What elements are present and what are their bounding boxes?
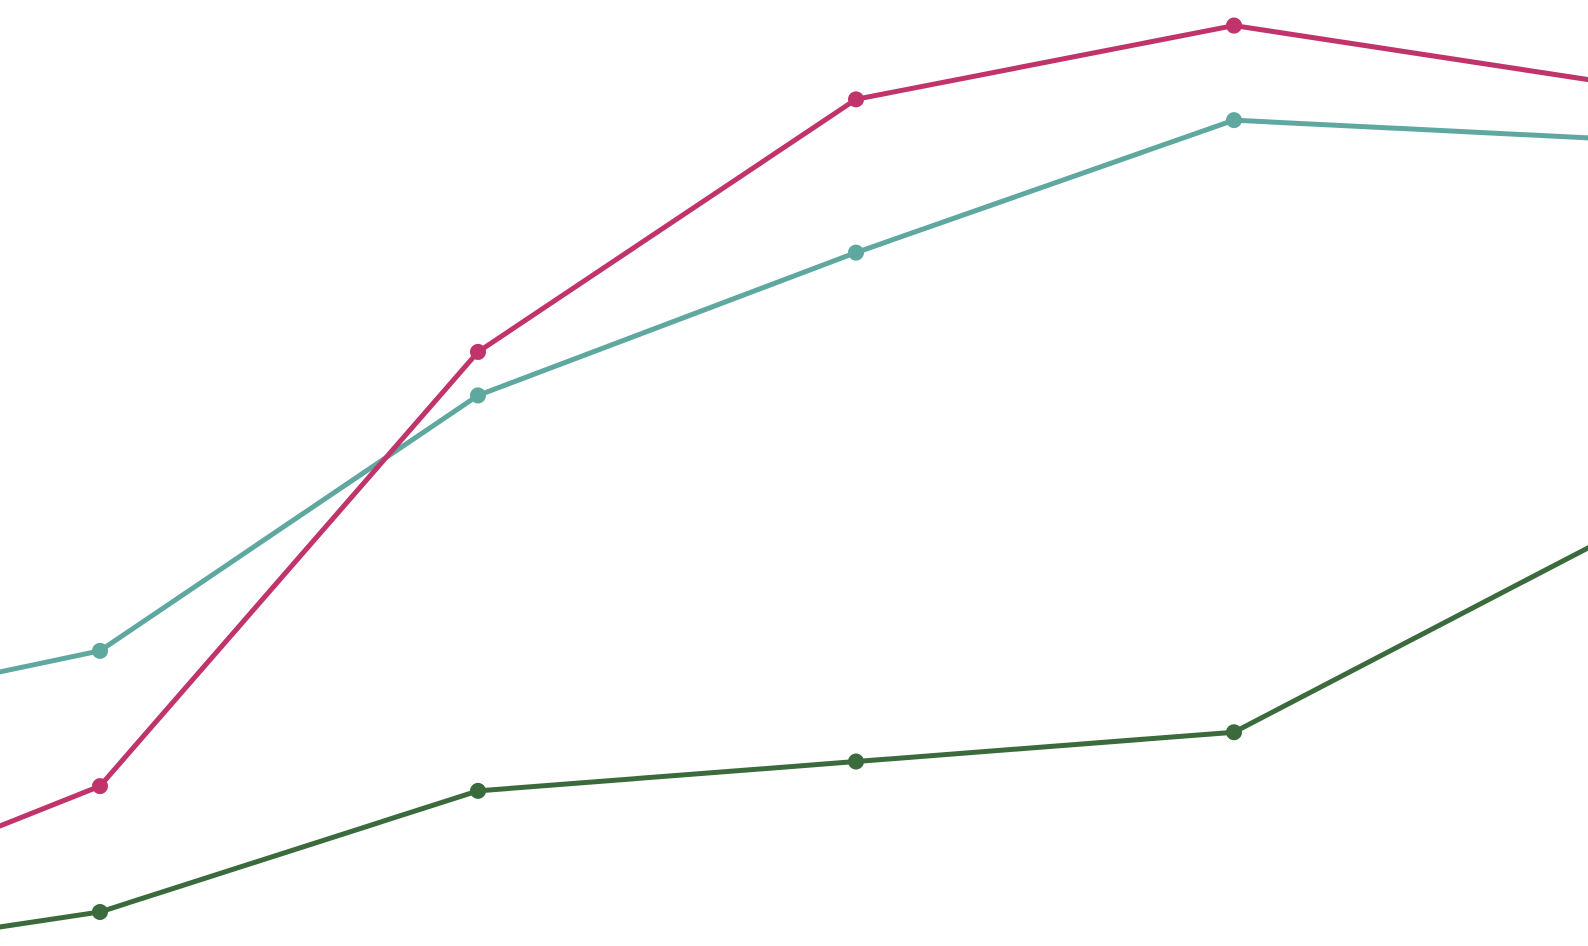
data-point: [470, 343, 486, 360]
series-line: [0, 117, 1588, 675]
data-point: [470, 387, 486, 404]
data-point: [92, 778, 108, 795]
data-point: [1226, 724, 1242, 741]
data-point: [848, 244, 864, 261]
data-point: [92, 642, 108, 659]
series-line: [0, 545, 1588, 930]
data-point: [1226, 17, 1242, 34]
data-point: [92, 903, 108, 920]
data-point: [470, 782, 486, 799]
data-point: [1226, 112, 1242, 129]
series-line: [0, 23, 1588, 829]
data-point: [848, 91, 864, 108]
data-point: [848, 753, 864, 770]
